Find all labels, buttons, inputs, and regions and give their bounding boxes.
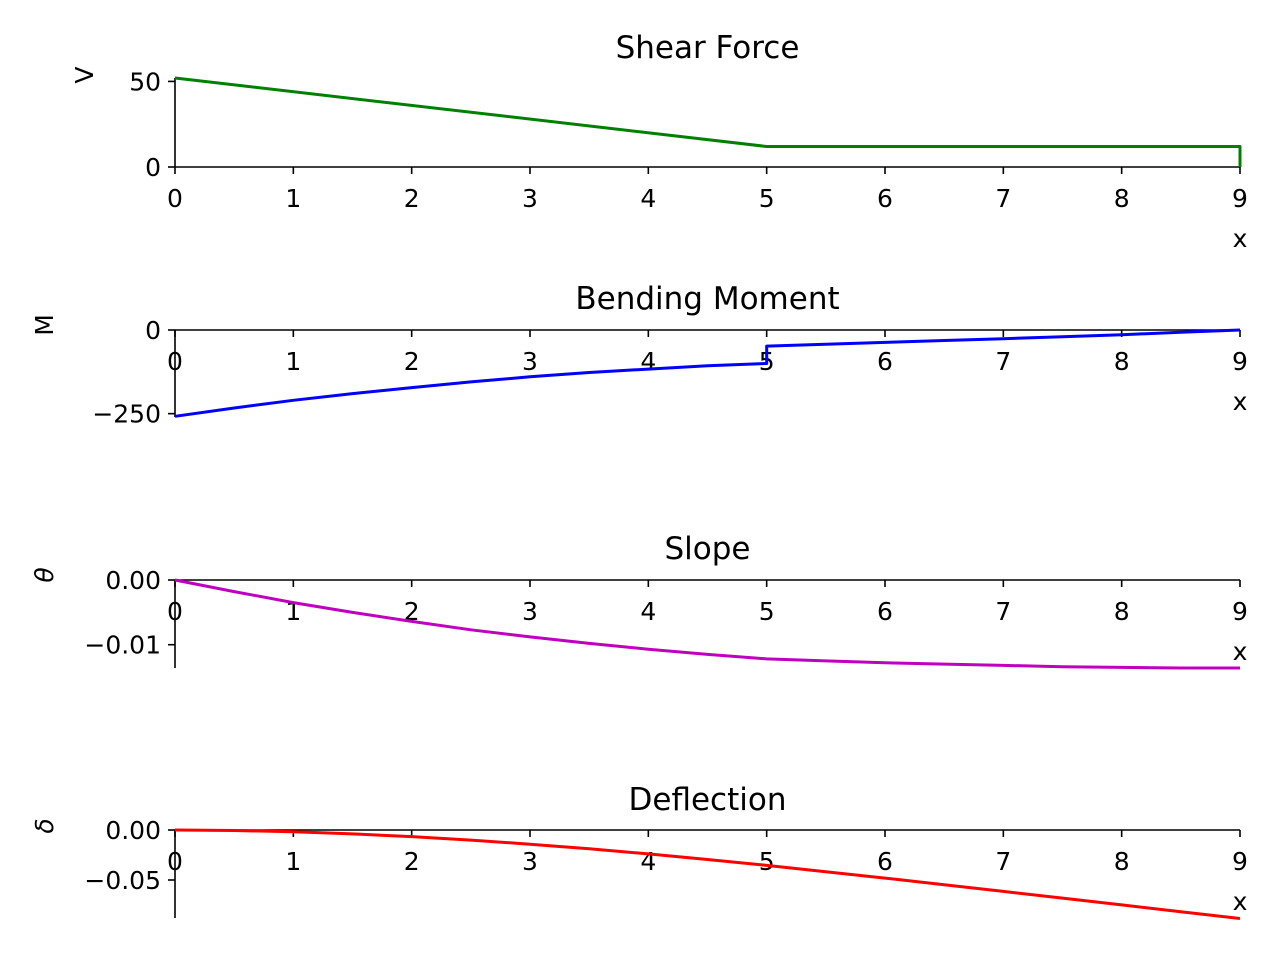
slope-x-tick-label: 7: [995, 597, 1011, 626]
slope-y-tick-label: 0.00: [105, 566, 161, 595]
deflection-title: Deflection: [629, 782, 787, 818]
slope-x-tick-label: 4: [640, 597, 656, 626]
deflection-x-tick-label: 4: [640, 847, 656, 876]
shear-x-label: x: [1233, 224, 1248, 253]
deflection-x-tick-label: 1: [285, 847, 301, 876]
deflection-x-tick-label: 2: [404, 847, 420, 876]
shear-title: Shear Force: [616, 30, 800, 66]
slope-x-tick-label: 9: [1232, 597, 1248, 626]
shear-x-tick-label: 1: [285, 184, 301, 213]
moment-title: Bending Moment: [575, 281, 839, 317]
slope-title: Slope: [664, 531, 750, 567]
shear-x-tick-label: 0: [167, 184, 183, 213]
slope-x-tick-label: 3: [522, 597, 538, 626]
slope-series-line: [174, 578, 1240, 670]
moment-x-tick-label: 0: [167, 347, 183, 376]
moment-y-tick-label: 0: [145, 316, 161, 345]
moment-x-tick-label: 4: [640, 347, 656, 376]
shear-y-tick-label: 50: [129, 67, 161, 96]
shear-series-line: [174, 76, 1242, 167]
moment-y-label: M: [30, 314, 59, 336]
slope-x-tick-label: 6: [877, 597, 893, 626]
deflection-x-tick-label: 3: [522, 847, 538, 876]
shear-x-tick-label: 9: [1232, 184, 1248, 213]
deflection-y-label: δ: [30, 818, 59, 833]
moment-x-label: x: [1233, 387, 1248, 416]
slope-x-tick-label: 0: [167, 597, 183, 626]
moment-x-tick-label: 8: [1114, 347, 1130, 376]
shear-x-tick-label: 3: [522, 184, 538, 213]
deflection-x-tick-label: 5: [759, 847, 775, 876]
shear-x-tick-label: 5: [759, 184, 775, 213]
slope-y-tick-label: −0.01: [84, 631, 161, 660]
deflection-x-tick-label: 6: [877, 847, 893, 876]
shear-x-tick-label: 4: [640, 184, 656, 213]
slope-x-tick-label: 2: [404, 597, 420, 626]
deflection-x-label: x: [1233, 887, 1248, 916]
deflection-x-tick-label: 0: [167, 847, 183, 876]
deflection-x-tick-label: 7: [995, 847, 1011, 876]
moment-x-tick-label: 7: [995, 347, 1011, 376]
moment-x-tick-label: 9: [1232, 347, 1248, 376]
deflection-y-tick-label: −0.05: [84, 866, 161, 895]
slope-x-tick-label: 8: [1114, 597, 1130, 626]
moment-y-tick-label: −250: [92, 400, 161, 429]
shear-x-tick-label: 6: [877, 184, 893, 213]
moment-x-tick-label: 2: [404, 347, 420, 376]
deflection-series-line: [174, 828, 1241, 920]
deflection-x-tick-label: 9: [1232, 847, 1248, 876]
moment-x-tick-label: 3: [522, 347, 538, 376]
shear-x-tick-label: 8: [1114, 184, 1130, 213]
shear-x-tick-label: 7: [995, 184, 1011, 213]
deflection-x-tick-label: 8: [1114, 847, 1130, 876]
deflection-y-tick-label: 0.00: [105, 816, 161, 845]
moment-x-tick-label: 1: [285, 347, 301, 376]
shear-y-label: V: [70, 66, 99, 83]
slope-x-tick-label: 5: [759, 597, 775, 626]
shear-y-tick-label: 0: [145, 153, 161, 182]
slope-y-label: θ: [30, 567, 59, 582]
shear-x-tick-label: 2: [404, 184, 420, 213]
moment-series-line: [174, 328, 1241, 418]
slope-x-label: x: [1233, 637, 1248, 666]
moment-x-tick-label: 6: [877, 347, 893, 376]
